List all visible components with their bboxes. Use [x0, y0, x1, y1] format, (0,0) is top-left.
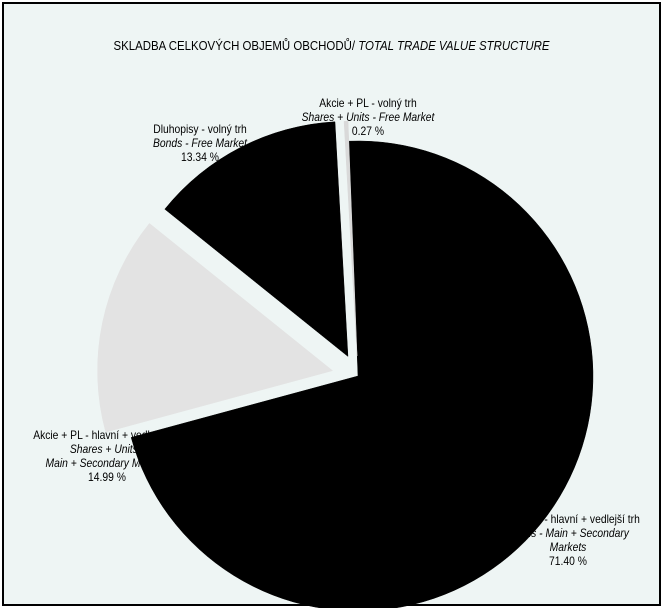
slice-shares-units-main-secondary: [97, 223, 334, 433]
chart-title-en: TOTAL TRADE VALUE STRUCTURE: [358, 38, 550, 53]
label-shares-units-main-secondary: Akcie + PL - hlavní + vedlejší trh Share…: [33, 428, 181, 484]
slice-shares-units-free-market: [343, 120, 358, 357]
label-shares-units-free-market: Akcie + PL - volný trh Shares + Units - …: [301, 96, 435, 138]
label-bonds-main-secondary: Dluhopisy - hlavní + vedlejší trh Bonds …: [496, 512, 640, 568]
chart-title-cz: SKLADBA CELKOVÝCH OBJEMŮ OBCHODŮ/: [113, 38, 359, 53]
label-bonds-free-market: Dluhopisy - volný trh Bonds - Free Marke…: [152, 122, 248, 164]
slice-bonds-free-market: [164, 121, 349, 357]
chart-title: SKLADBA CELKOVÝCH OBJEMŮ OBCHODŮ/ TOTAL …: [43, 38, 619, 53]
slice-bonds-main-secondary: [130, 140, 594, 608]
